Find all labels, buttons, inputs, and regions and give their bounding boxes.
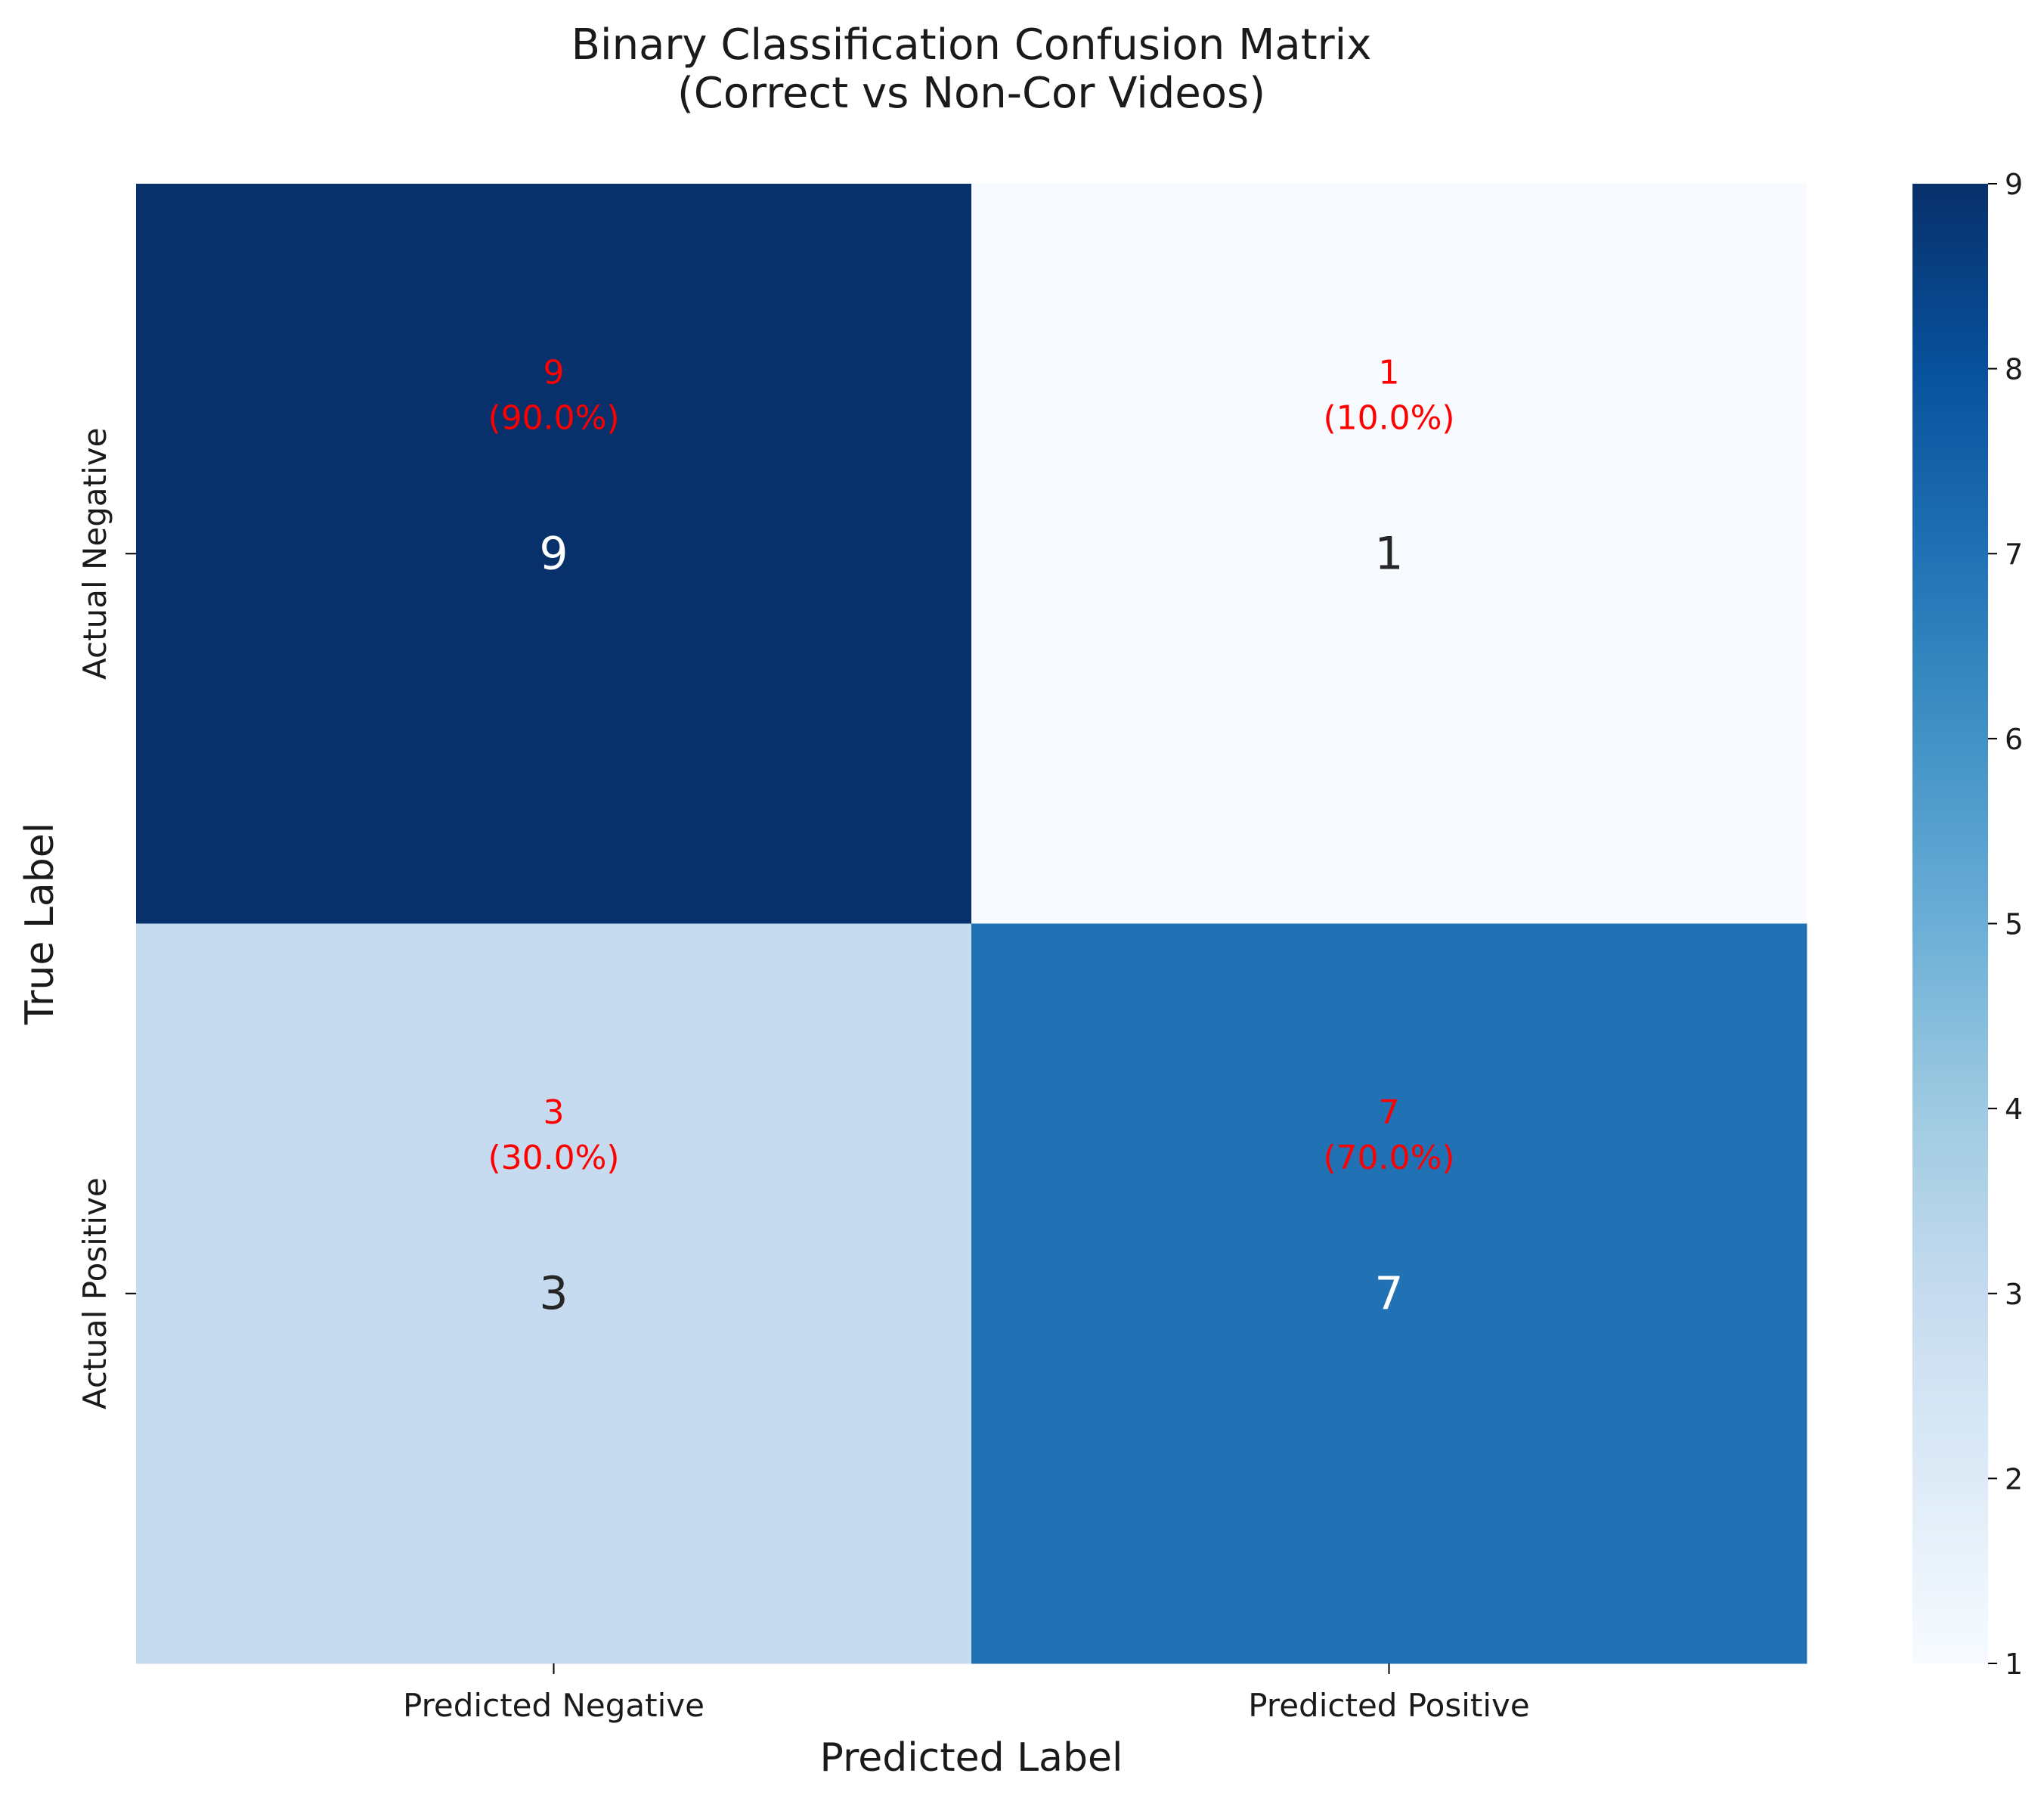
heatmap-cell-r1-c0 [136,923,972,1664]
cell-annotation-r1-c1-line-1: 7 [1379,1093,1400,1132]
x-tick-label-1: Predicted Positive [1248,1687,1529,1724]
y-tick-label-0: Actual Negative [76,428,113,680]
y-axis-label: True Label [17,823,63,1025]
x-tick-label-0: Predicted Negative [403,1687,705,1724]
colorbar-tick-label-8: 9 [2005,168,2023,201]
x-axis-label: Predicted Label [820,1735,1123,1781]
heatmap-cell-r0-c0 [136,184,972,924]
colorbar-tick-label-5: 6 [2005,723,2023,756]
cell-value-r0-c1: 1 [1374,527,1403,580]
cell-annotation-r1-c0-line-1: 3 [544,1093,565,1132]
cell-annotation-r0-c0-line-2: (90.0%) [488,398,619,437]
colorbar-tick-label-2: 3 [2005,1278,2023,1311]
cell-value-r1-c1: 7 [1374,1267,1403,1320]
colorbar-tick-label-4: 5 [2005,908,2023,941]
y-tick-label-1: Actual Positive [76,1177,113,1409]
chart-title-line-1: Binary Classification Confusion Matrix [571,20,1372,70]
cell-annotation-r0-c1-line-2: (10.0%) [1323,398,1454,437]
chart-title-line-2: (Correct vs Non-Cor Videos) [677,69,1265,118]
colorbar-tick-label-1: 2 [2005,1462,2023,1496]
colorbar-tick-label-7: 8 [2005,353,2023,386]
cell-value-r0-c0: 9 [539,527,568,580]
cell-annotation-r0-c0-line-1: 9 [544,353,565,392]
cell-annotation-r1-c1-line-2: (70.0%) [1323,1139,1454,1177]
cell-annotation-r0-c1-line-1: 1 [1379,353,1400,392]
colorbar-tick-label-3: 4 [2005,1093,2023,1126]
heatmap-cell-r0-c1 [971,184,1807,924]
colorbar [1912,184,1988,1663]
heatmap-cell-r1-c1 [971,923,1807,1664]
colorbar-tick-label-6: 7 [2005,538,2023,571]
cell-value-r1-c0: 3 [539,1267,568,1320]
cell-annotation-r1-c0-line-2: (30.0%) [488,1139,619,1177]
colorbar-tick-label-0: 1 [2005,1648,2023,1681]
